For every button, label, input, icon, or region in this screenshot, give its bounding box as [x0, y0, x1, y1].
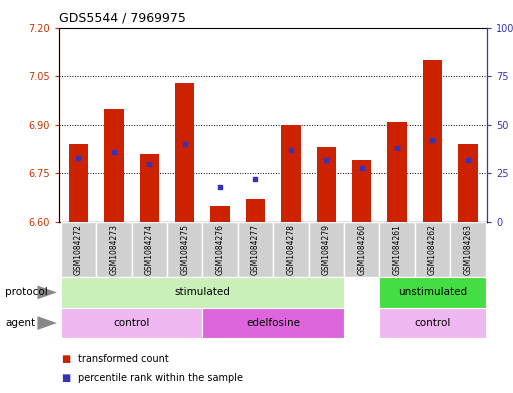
Bar [273, 222, 309, 277]
Text: GSM1084279: GSM1084279 [322, 224, 331, 275]
Text: transformed count: transformed count [78, 354, 169, 364]
Bar [380, 277, 486, 308]
Bar [69, 144, 88, 222]
Bar [458, 144, 478, 222]
Polygon shape [37, 286, 57, 299]
Text: GSM1084272: GSM1084272 [74, 224, 83, 275]
Text: GSM1084276: GSM1084276 [215, 224, 225, 275]
Text: GSM1084275: GSM1084275 [180, 224, 189, 275]
Text: GSM1084277: GSM1084277 [251, 224, 260, 275]
Bar [210, 206, 230, 222]
Bar [238, 222, 273, 277]
Bar [131, 222, 167, 277]
Bar [202, 222, 238, 277]
Point [358, 164, 366, 171]
Point [216, 184, 224, 190]
Text: ■: ■ [62, 373, 71, 383]
Text: control: control [415, 318, 450, 328]
Bar [415, 222, 450, 277]
Text: GSM1084261: GSM1084261 [392, 224, 402, 275]
Text: edelfosine: edelfosine [246, 318, 300, 328]
Point [464, 157, 472, 163]
Bar [309, 222, 344, 277]
Bar [140, 154, 159, 222]
Text: ■: ■ [62, 354, 71, 364]
Bar [317, 147, 336, 222]
Text: GDS5544 / 7969975: GDS5544 / 7969975 [59, 12, 186, 25]
Bar [344, 222, 380, 277]
Bar [167, 222, 202, 277]
Point [428, 137, 437, 143]
Bar [61, 222, 96, 277]
Bar [387, 121, 407, 222]
Bar [202, 308, 344, 338]
Point [110, 149, 118, 155]
Bar [175, 83, 194, 222]
Bar [104, 108, 124, 222]
Text: GSM1084273: GSM1084273 [109, 224, 119, 275]
Text: GSM1084260: GSM1084260 [357, 224, 366, 275]
Point [287, 147, 295, 153]
Point [74, 155, 83, 161]
Point [251, 176, 260, 182]
Bar [61, 308, 202, 338]
Point [393, 145, 401, 151]
Text: agent: agent [5, 318, 35, 328]
Bar [246, 199, 265, 222]
Point [322, 157, 330, 163]
Text: protocol: protocol [5, 287, 48, 298]
Bar [61, 277, 344, 308]
Bar [352, 160, 371, 222]
Bar [450, 222, 486, 277]
Point [145, 160, 153, 167]
Bar [423, 60, 442, 222]
Bar [380, 308, 486, 338]
Text: stimulated: stimulated [174, 287, 230, 298]
Text: control: control [113, 318, 150, 328]
Text: GSM1084263: GSM1084263 [463, 224, 472, 275]
Bar [380, 222, 415, 277]
Bar [281, 125, 301, 222]
Text: unstimulated: unstimulated [398, 287, 467, 298]
Text: GSM1084262: GSM1084262 [428, 224, 437, 275]
Text: GSM1084278: GSM1084278 [286, 224, 295, 275]
Text: GSM1084274: GSM1084274 [145, 224, 154, 275]
Polygon shape [37, 316, 57, 330]
Point [181, 141, 189, 147]
Bar [96, 222, 131, 277]
Text: percentile rank within the sample: percentile rank within the sample [78, 373, 244, 383]
